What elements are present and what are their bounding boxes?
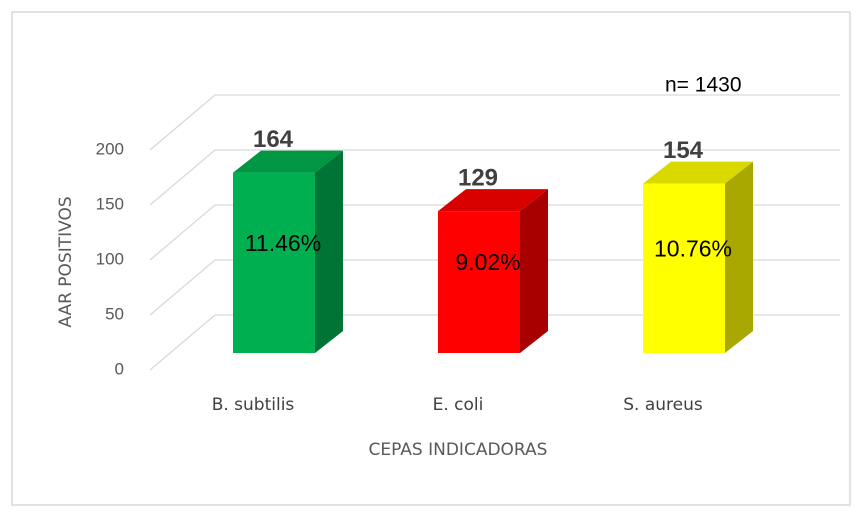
bar-top bbox=[643, 161, 753, 184]
y-tick-label: 50 bbox=[105, 304, 124, 323]
x-tick-label: S. aureus bbox=[623, 395, 703, 415]
x-axis-title: CEPAS INDICADORAS bbox=[369, 440, 548, 460]
bar-side bbox=[520, 189, 548, 353]
bar-top bbox=[233, 150, 343, 173]
grid-line bbox=[149, 259, 840, 316]
y-tick-label: 150 bbox=[96, 194, 124, 213]
grid-line bbox=[149, 204, 840, 261]
y-tick-label: 100 bbox=[96, 249, 124, 268]
y-axis-title: AAR POSITIVOS bbox=[56, 196, 76, 327]
bar-front bbox=[438, 211, 520, 353]
grid-line bbox=[149, 149, 840, 206]
bar-front bbox=[643, 183, 725, 353]
bar bbox=[643, 161, 753, 353]
percent-label: 11.46% bbox=[245, 230, 321, 256]
x-tick-label: E. coli bbox=[433, 395, 484, 415]
value-label: 129 bbox=[458, 164, 498, 191]
bar-front bbox=[233, 172, 315, 353]
y-tick-label: 200 bbox=[96, 139, 124, 158]
grid-line bbox=[149, 314, 840, 371]
value-label: 164 bbox=[253, 126, 294, 153]
grid-line bbox=[149, 94, 840, 151]
bar-side bbox=[315, 150, 343, 353]
bar bbox=[438, 189, 548, 353]
bar-side bbox=[725, 161, 753, 353]
y-tick-label: 0 bbox=[115, 359, 124, 378]
bar-top bbox=[438, 189, 548, 212]
bar bbox=[233, 150, 343, 353]
annotation: n= 1430 bbox=[665, 74, 742, 97]
x-tick-label: B. subtilis bbox=[212, 395, 295, 415]
percent-label: 10.76% bbox=[654, 235, 732, 261]
value-label: 154 bbox=[663, 137, 704, 164]
percent-label: 9.02% bbox=[455, 249, 520, 275]
